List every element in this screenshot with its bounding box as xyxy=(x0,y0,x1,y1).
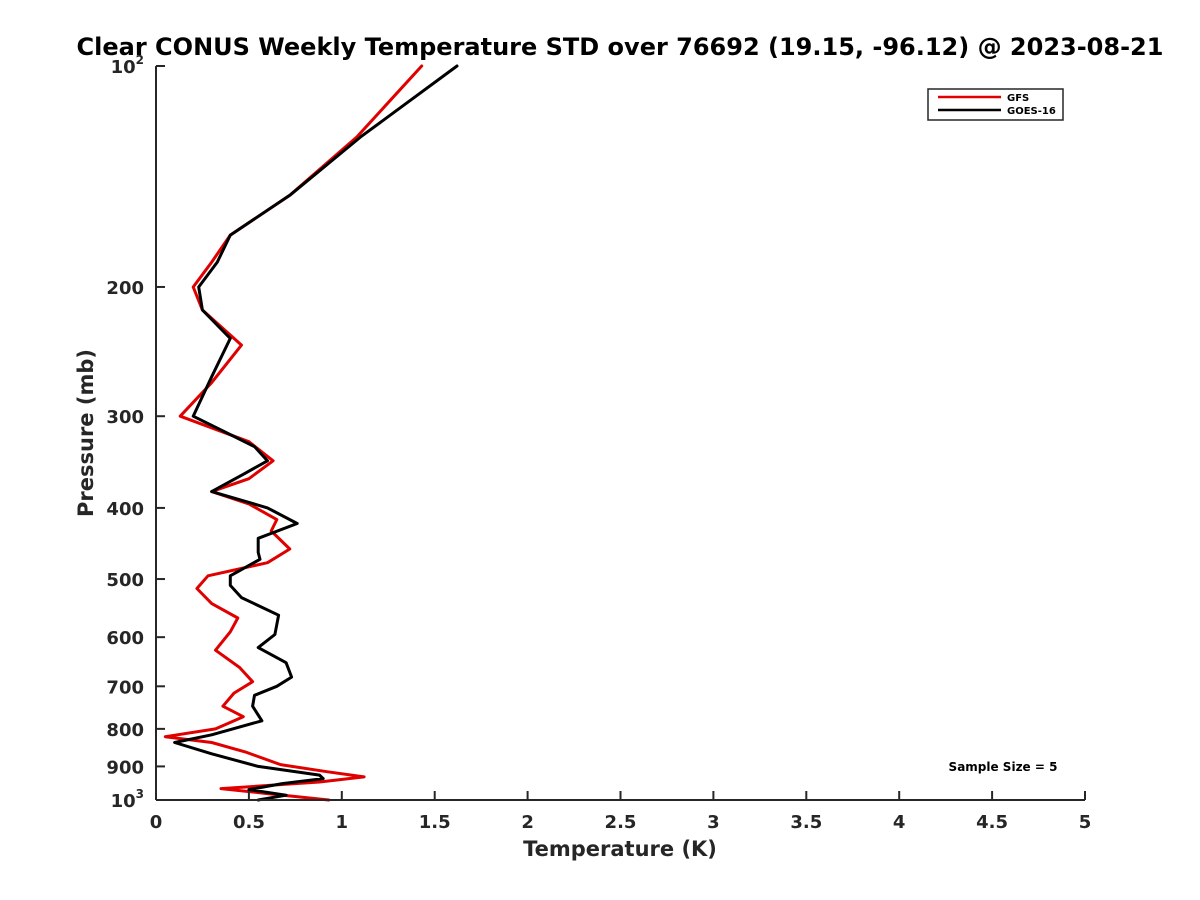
x-axis-label: Temperature (K) xyxy=(523,837,717,861)
x-tick-label: 0 xyxy=(150,812,163,833)
y-tick-label: 700 xyxy=(106,677,144,698)
chart-title: Clear CONUS Weekly Temperature STD over … xyxy=(77,33,1164,61)
x-tick-label: 4 xyxy=(893,812,906,833)
sample-size-annotation: Sample Size = 5 xyxy=(949,760,1058,774)
series-line-gfs xyxy=(163,64,424,802)
legend-label-goes-16: GOES-16 xyxy=(1007,106,1056,117)
x-tick-label: 1.5 xyxy=(419,812,451,833)
x-ticks: 0 0.5 1 1.5 2 2.5 3 3.5 4 4.5 5 xyxy=(150,791,1092,833)
x-tick-label: 3.5 xyxy=(790,812,822,833)
x-tick-label: 1 xyxy=(336,812,349,833)
legend-label-gfs: GFS xyxy=(1007,93,1029,104)
y-ticks: 102 200 300 400 500 600 700 800 900 103 xyxy=(106,53,165,812)
x-tick-label: 2.5 xyxy=(605,812,637,833)
x-tick-label: 2 xyxy=(521,812,534,833)
y-tick-label: 500 xyxy=(106,570,144,591)
y-tick-label: 900 xyxy=(106,757,144,778)
x-tick-label: 4.5 xyxy=(976,812,1008,833)
y-axis-label: Pressure (mb) xyxy=(74,349,98,517)
y-tick-label: 300 xyxy=(106,407,144,428)
y-tick-label: 400 xyxy=(106,499,144,520)
legend-box xyxy=(927,88,1064,121)
x-tick-label: 0.5 xyxy=(233,812,265,833)
y-tick-label: 103 xyxy=(111,787,144,812)
x-tick-label: 5 xyxy=(1079,812,1092,833)
y-tick-label: 600 xyxy=(106,628,144,649)
y-tick-label: 102 xyxy=(111,53,144,78)
series-line-goes-16 xyxy=(173,64,459,802)
y-tick-label: 800 xyxy=(106,720,144,741)
y-tick-label: 200 xyxy=(106,278,144,299)
x-tick-label: 3 xyxy=(707,812,720,833)
plot-lines xyxy=(163,64,459,802)
legend: GFS GOES-16 xyxy=(927,88,1064,121)
